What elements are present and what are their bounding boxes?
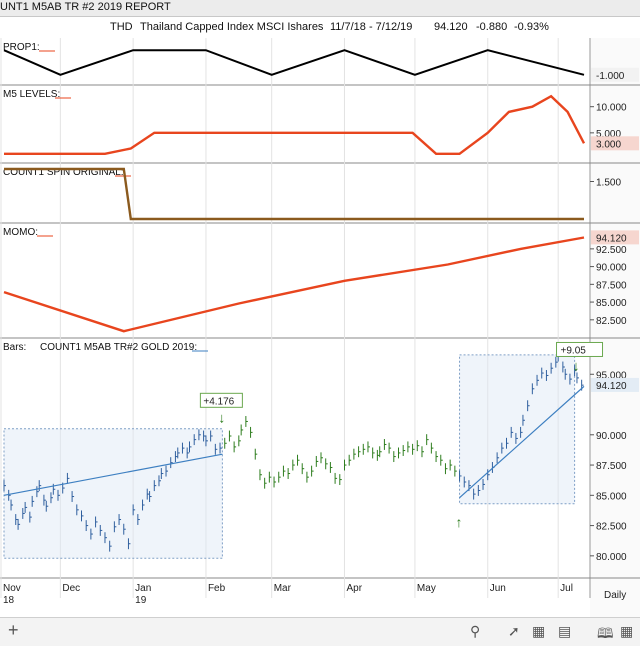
gain-label-2: +9.05 [561,345,587,356]
down-arrow-icon: ↓ [573,358,580,374]
window-title: UNT1 M5AB TR #2 2019 REPORT [0,1,171,13]
axis-tick-label: 90.000 [596,431,627,442]
axis-tick-label: 10.000 [596,103,627,114]
momo-value: 94.120 [596,233,627,244]
last-price: 94.120 [434,21,468,33]
x-year-label: 18 [3,595,15,606]
plus-icon[interactable]: + [8,620,19,640]
x-month-label: Nov [3,583,21,594]
axis-tick-label: 85.000 [596,491,627,502]
grid-icon[interactable]: ▦ [532,623,546,639]
panel-icon[interactable]: ▤ [558,623,572,639]
axis-tick-label: 87.500 [596,461,627,472]
axis-tick-label: 80.000 [596,552,627,563]
book-icon[interactable]: 🕮 [597,625,614,641]
trendline-icon[interactable]: ➚ [508,623,520,639]
count1-spin-label: COUNT1 SPIN ORIGINAL: [3,167,124,178]
regression-line [3,453,223,496]
bottom-toolbar: + ⚲ ➚ ▦ ▤ 🕮 ▦ [0,617,640,646]
x-month-label: Dec [62,583,80,594]
highlight-box [3,428,223,559]
gain-label-1: +4.176 [203,396,234,407]
highlight-box [459,354,576,505]
momo-label: MOMO: [3,227,38,238]
price-change-percent: -0.93% [514,21,549,33]
axis-tick-label: 82.500 [596,522,627,533]
series-line [3,236,585,333]
price-axis-column [590,38,640,617]
m5-levels-label: M5 LEVELS: [3,89,60,100]
prop1-label: PROP1: [3,42,40,53]
x-month-label: Mar [274,583,292,594]
down-arrow-icon: ↓ [218,409,225,425]
search-icon[interactable]: ⚲ [470,623,481,639]
price-change: -0.880 [476,21,508,33]
bars-series-label: COUNT1 M5AB TR#2 GOLD 2019: [40,342,197,353]
bars-last-value: 94.120 [596,381,627,392]
bars-last-value-bg [591,377,639,392]
axis-tick-label: 87.500 [596,280,627,291]
momo-value-bg [591,230,639,245]
quote-header: THD Thailand Capped Index MSCI Ishares 1… [0,16,640,38]
layout-icon[interactable]: ▦ [620,623,634,639]
x-month-label: Apr [346,583,362,594]
up-arrow-icon: ↑ [456,514,463,530]
x-month-label: May [417,583,436,594]
series-line [3,49,585,76]
axis-tick-label: 82.500 [596,316,627,327]
axis-tick-label: 85.000 [596,298,627,309]
gain-label-box [556,341,604,357]
series-line [4,167,584,221]
axis-tick-label: 5.000 [596,129,621,140]
symbol: THD [110,21,133,33]
m5-levels-value-bg [591,136,639,151]
prop1-value: -1.000 [596,71,625,82]
m5-levels-value: 3.000 [596,139,621,150]
security-name: Thailand Capped Index MSCI Ishares [140,21,324,33]
regression-line [459,385,585,499]
x-year-label: 19 [135,595,147,606]
x-month-label: Jun [490,583,506,594]
x-month-label: Feb [208,583,226,594]
gain-label-box [199,392,243,408]
period-label: Daily [604,590,626,601]
series-line [4,94,586,155]
axis-tick-label: 90.000 [596,263,627,274]
prop1-value-bg [591,67,639,82]
axis-tick-label: 1.500 [596,178,621,189]
x-month-label: Jan [135,583,151,594]
bars-label: Bars: [3,342,26,353]
window-titlebar: UNT1 M5AB TR #2 2019 REPORT [0,0,640,17]
axis-tick-label: 95.000 [596,370,627,381]
x-month-label: Jul [560,583,573,594]
axis-tick-label: 92.500 [596,245,627,256]
date-range: 11/7/18 - 7/12/19 [330,21,413,33]
